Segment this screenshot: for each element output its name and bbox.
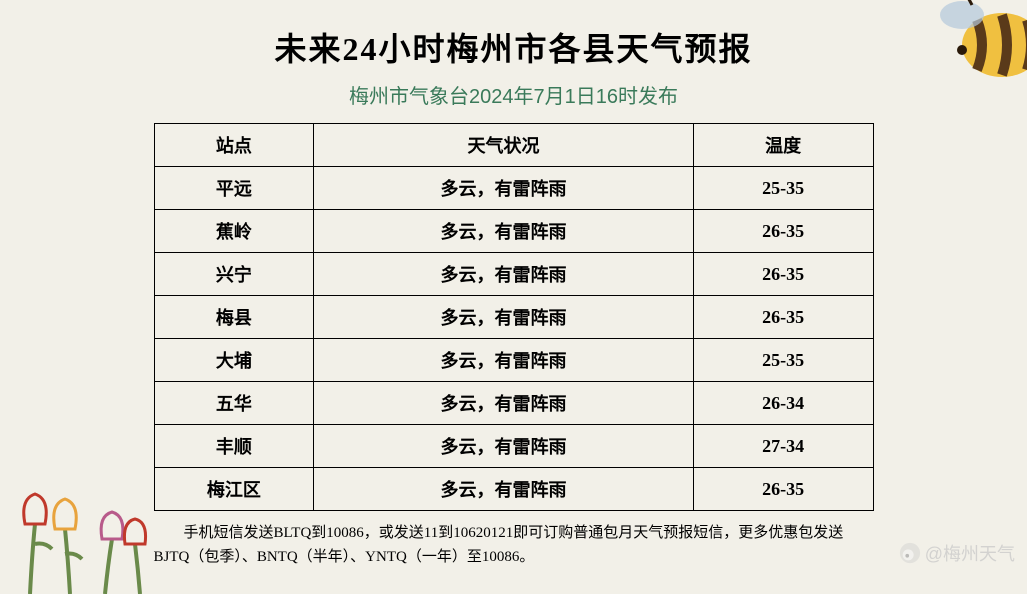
header-weather: 天气状况: [314, 124, 693, 167]
header-station: 站点: [154, 124, 314, 167]
cell-station: 梅县: [154, 296, 314, 339]
table-row: 蕉岭多云，有雷阵雨26-35: [154, 210, 873, 253]
cell-temp: 27-34: [693, 425, 873, 468]
table-row: 五华多云，有雷阵雨26-34: [154, 382, 873, 425]
cell-weather: 多云，有雷阵雨: [314, 382, 693, 425]
cell-weather: 多云，有雷阵雨: [314, 167, 693, 210]
cell-weather: 多云，有雷阵雨: [314, 210, 693, 253]
table-row: 大埔多云，有雷阵雨25-35: [154, 339, 873, 382]
cell-station: 平远: [154, 167, 314, 210]
cell-station: 五华: [154, 382, 314, 425]
watermark-text: @梅州天气: [925, 540, 1015, 566]
cell-weather: 多云，有雷阵雨: [314, 425, 693, 468]
table-row: 兴宁多云，有雷阵雨26-35: [154, 253, 873, 296]
forecast-table: 站点 天气状况 温度 平远多云，有雷阵雨25-35蕉岭多云，有雷阵雨26-35兴…: [154, 123, 874, 511]
table-row: 梅县多云，有雷阵雨26-35: [154, 296, 873, 339]
cell-temp: 25-35: [693, 167, 873, 210]
header-temp: 温度: [693, 124, 873, 167]
bee-decoration: [917, 0, 1027, 110]
flowers-decoration: [0, 444, 190, 594]
table-header-row: 站点 天气状况 温度: [154, 124, 873, 167]
cell-weather: 多云，有雷阵雨: [314, 296, 693, 339]
table-row: 丰顺多云，有雷阵雨27-34: [154, 425, 873, 468]
cell-temp: 26-34: [693, 382, 873, 425]
cell-station: 蕉岭: [154, 210, 314, 253]
cell-station: 大埔: [154, 339, 314, 382]
cell-temp: 26-35: [693, 210, 873, 253]
weibo-icon: [899, 542, 921, 564]
publish-info: 梅州市气象台2024年7月1日16时发布: [0, 80, 1027, 109]
table-row: 梅江区多云，有雷阵雨26-35: [154, 468, 873, 511]
cell-station: 兴宁: [154, 253, 314, 296]
cell-temp: 25-35: [693, 339, 873, 382]
sms-footnote: 手机短信发送BLTQ到10086，或发送11到10620121即可订购普通包月天…: [154, 521, 874, 569]
cell-weather: 多云，有雷阵雨: [314, 339, 693, 382]
cell-temp: 26-35: [693, 296, 873, 339]
page-title: 未来24小时梅州市各县天气预报: [0, 24, 1027, 70]
table-row: 平远多云，有雷阵雨25-35: [154, 167, 873, 210]
cell-temp: 26-35: [693, 253, 873, 296]
weibo-watermark: @梅州天气: [899, 540, 1015, 566]
cell-weather: 多云，有雷阵雨: [314, 253, 693, 296]
cell-weather: 多云，有雷阵雨: [314, 468, 693, 511]
cell-temp: 26-35: [693, 468, 873, 511]
